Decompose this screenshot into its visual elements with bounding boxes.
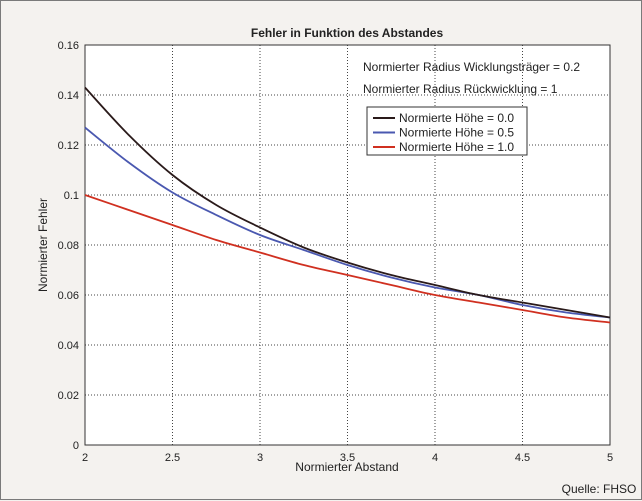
plot-border [84,44,611,446]
x-tick-label: 4 [432,452,438,464]
x-tick-label: 4.5 [515,452,530,464]
series-line-1 [84,126,611,319]
series-line-0 [84,86,611,319]
y-tick-label: 0 [73,440,79,452]
y-tick-label: 0.04 [58,340,79,352]
source-label: Quelle: FHSO [562,482,637,496]
chart-title: Fehler in Funktion des Abstandes [251,26,444,40]
x-tick-label: 2 [82,452,88,464]
y-tick-label: 0.02 [58,390,79,402]
annotation-radius-return-winding: Normierter Radius Rückwicklung = 1 [363,82,558,96]
tick-labels: 2 2.5 3 3.5 4 4.5 5 0 0.02 0.04 0.06 0.08 0.1 0.12 0.1… [58,40,613,464]
y-tick-label: 0.08 [58,240,79,252]
x-tick-label: 5 [607,452,613,464]
legend-entry-1: Normierte Höhe = 0.5 [399,126,514,140]
y-tick-label: 0.16 [58,40,79,52]
y-tick-label: 0.12 [58,140,79,152]
legend-entry-0: Normierte Höhe = 0.0 [399,111,514,125]
x-axis-label: Normierter Abstand [295,460,398,474]
x-tick-label: 3.5 [340,452,355,464]
series-lines [84,86,611,324]
y-tick-label: 0.14 [58,90,79,102]
x-tick-label: 2.5 [165,452,180,464]
legend-entry-2: Normierte Höhe = 1.0 [399,140,514,154]
annotation-radius-winding-carrier: Normierter Radius Wicklungsträger = 0.2 [363,60,580,74]
y-tick-label: 0.06 [58,290,79,302]
y-axis-label: Normierter Fehler [36,198,50,292]
y-tick-label: 0.1 [64,190,79,202]
series-line-2 [84,194,611,324]
x-tick-label: 3 [257,452,263,464]
